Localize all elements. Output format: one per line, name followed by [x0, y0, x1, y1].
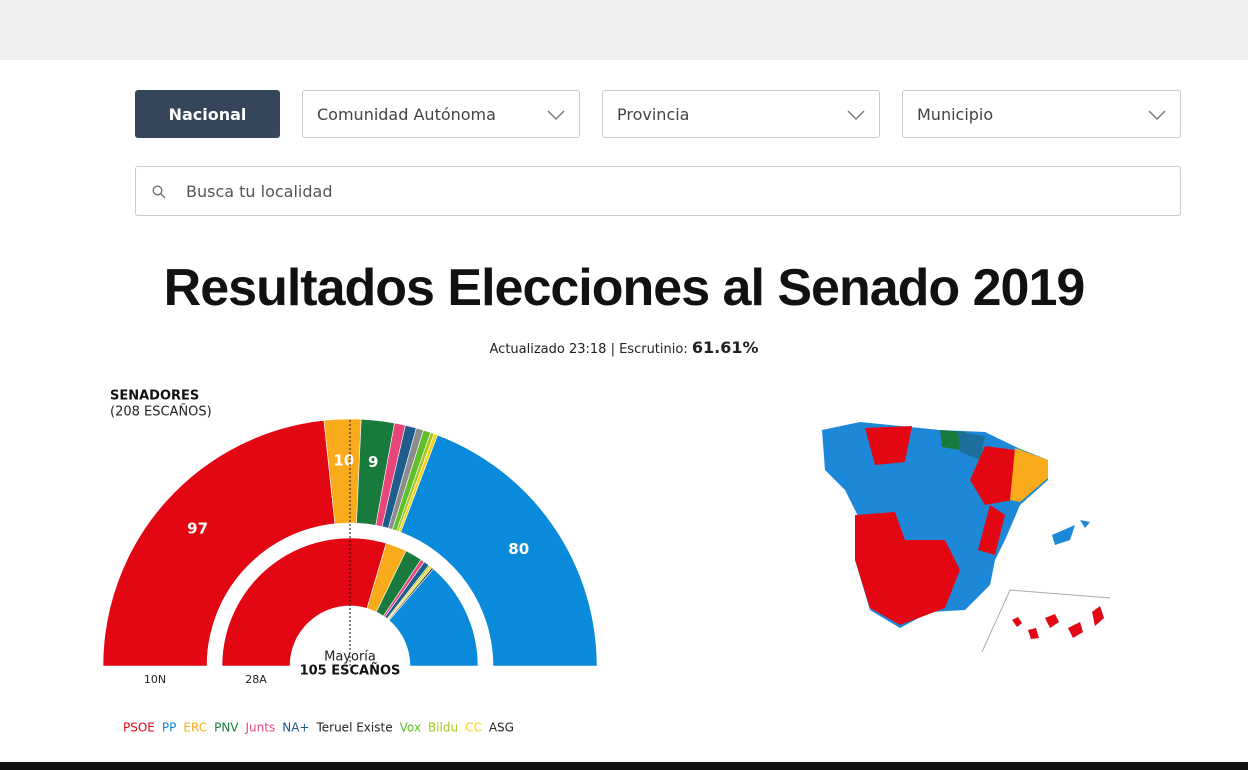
chart: SENADORES (208 ESCAÑOS) 97 10 9 80 10N 28A May… [102, 389, 1111, 735]
count-percent: 61.61% [691, 338, 759, 357]
top-bar [0, 0, 1248, 60]
data-label: 80 [508, 540, 529, 558]
search-placeholder: Busca tu localidad [186, 181, 333, 201]
data-label: 9 [368, 453, 378, 471]
update-text: Actualizado 23:18 | Escrutinio: [489, 342, 688, 357]
seat-arc [388, 568, 479, 667]
ring-label: 28A [245, 673, 267, 686]
legend-entry: ASG [489, 721, 514, 735]
dropdown-label: Comunidad Autónoma [317, 104, 496, 124]
legend-entry: Bildu [428, 721, 458, 735]
majority-seats: 105 ESCAÑOS [300, 663, 401, 679]
map [822, 422, 1111, 653]
legend-entry: Teruel Existe [315, 721, 392, 735]
data-label: 10 [333, 452, 354, 470]
legend-entry: Vox [400, 721, 421, 735]
majority-label: Mayoría [324, 650, 376, 665]
map-region [1052, 525, 1075, 545]
map-region [855, 512, 960, 625]
chart-subtitle: (208 ESCAÑOS) [110, 404, 212, 420]
data-label: 97 [187, 519, 208, 537]
map-region [978, 505, 1005, 555]
map-inset-frame [981, 589, 1111, 653]
seat-arc [102, 420, 336, 667]
update-info: Actualizado 23:18 | Escrutinio: 61.61% [0, 338, 1248, 357]
chevron [1148, 110, 1166, 120]
community-dropdown[interactable]: Comunidad Autónoma [302, 90, 580, 138]
legend-entry: CC [465, 721, 482, 735]
dropdown-label: Municipio [917, 104, 994, 124]
seat-arc [221, 537, 387, 667]
chevron [847, 110, 865, 120]
ring-label: 10N [144, 673, 166, 686]
bottom-bar [0, 762, 1248, 770]
search-icon [152, 185, 166, 199]
search-box[interactable]: Busca tu localidad [135, 166, 1181, 216]
seat-arc [400, 434, 598, 667]
map-region [1080, 520, 1090, 528]
map-region [1012, 606, 1104, 639]
legend-entry: PSOE [123, 721, 155, 735]
map-region [1010, 448, 1048, 502]
province-dropdown[interactable]: Provincia [602, 90, 880, 138]
chevron [547, 110, 565, 120]
map-region [958, 432, 985, 460]
legend-entry: PNV [214, 721, 239, 735]
legend-entry: PP [162, 721, 176, 735]
map-region [970, 446, 1015, 505]
legend-entry: NA+ [282, 721, 309, 735]
map-region [865, 426, 912, 465]
dropdown-label: Provincia [617, 104, 690, 124]
legend-entry: Junts [245, 721, 276, 735]
page-title: Resultados Elecciones al Senado 2019 [163, 259, 1086, 317]
national-button[interactable]: Nacional [135, 90, 280, 138]
municipality-dropdown[interactable]: Municipio [902, 90, 1181, 138]
legend-entry: ERC [183, 721, 207, 735]
chart-title: SENADORES [110, 389, 199, 404]
